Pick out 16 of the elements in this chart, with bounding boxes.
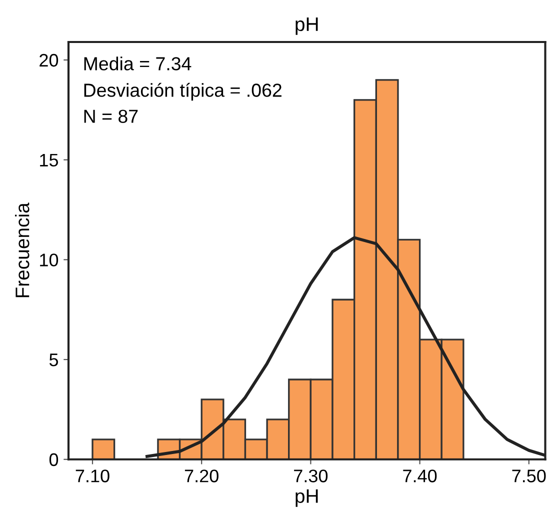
x-tick-label: 7.40 [403,470,437,482]
annotation: N = 87 [84,110,138,123]
y-tick-label: 20 [40,54,58,67]
y-tick-label: 5 [49,354,58,366]
annotation: Media = 7.34 [84,56,192,70]
chart-title: pH [296,18,318,35]
y-tick-label: 15 [40,154,58,167]
y-tick-label: 10 [40,254,58,266]
annotation: Desviación típica = .062 [84,82,282,101]
x-tick-label: 7.30 [294,470,328,482]
x-tick-label: 7.10 [76,470,110,482]
x-tick-label: 7.20 [184,470,218,482]
y-axis-title: Frecuencia [15,202,30,298]
x-axis-title: pH [296,489,318,507]
y-tick-label: 0 [49,453,58,466]
x-tick-label: 7.50 [512,470,546,482]
